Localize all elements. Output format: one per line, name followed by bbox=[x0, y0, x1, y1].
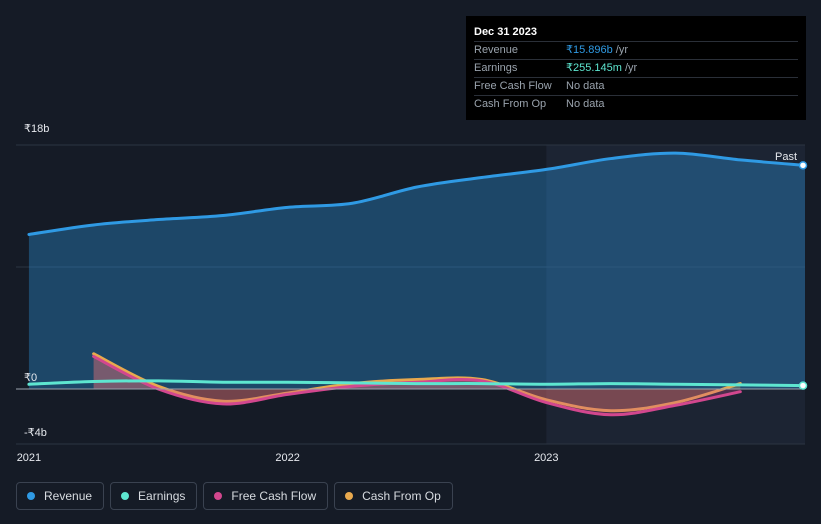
revenue-end-marker bbox=[798, 161, 808, 170]
legend-dot-icon bbox=[214, 492, 223, 500]
legend-dot-icon bbox=[121, 492, 130, 500]
tooltip-number: No data bbox=[566, 80, 605, 92]
tooltip-number: No data bbox=[566, 98, 605, 110]
cash-from-op-line bbox=[92, 352, 742, 413]
legend-dot-icon bbox=[345, 492, 354, 500]
tooltip-number: ₹255.145m bbox=[566, 62, 622, 74]
tooltip-row-earnings: Earnings ₹255.145m/yr bbox=[474, 59, 798, 77]
legend-label: Free Cash Flow bbox=[231, 489, 317, 503]
earnings-end-marker bbox=[798, 381, 808, 390]
legend-item-free-cash-flow[interactable]: Free Cash Flow bbox=[203, 482, 329, 510]
y-tick-label-zero: ₹0 bbox=[24, 372, 37, 384]
end-markers bbox=[798, 161, 808, 390]
earnings-line bbox=[27, 379, 807, 388]
legend-dot-icon bbox=[27, 492, 35, 500]
tooltip-value: No data bbox=[566, 96, 608, 113]
x-tick-label-2021: 2021 bbox=[17, 452, 41, 464]
past-label: Past bbox=[775, 151, 797, 163]
tooltip-row-free-cash-flow: Free Cash Flow No data bbox=[474, 77, 798, 95]
legend-item-revenue[interactable]: Revenue bbox=[16, 482, 105, 510]
legend-item-cash-from-op[interactable]: Cash From Op bbox=[334, 482, 453, 510]
legend-label: Revenue bbox=[44, 489, 93, 503]
legend-label: Earnings bbox=[138, 489, 186, 503]
tooltip-unit: /yr bbox=[624, 62, 638, 74]
tooltip-row-revenue: Revenue ₹15.896b/yr bbox=[474, 41, 798, 59]
revenue-area bbox=[28, 153, 805, 389]
y-tick-label-bottom: -₹4b bbox=[24, 427, 47, 439]
tooltip-label: Revenue bbox=[474, 44, 519, 56]
tooltip-value: No data bbox=[566, 78, 608, 95]
legend-label: Cash From Op bbox=[362, 489, 441, 503]
tooltip-row-cash-from-op: Cash From Op No data bbox=[474, 95, 798, 113]
tooltip-label: Cash From Op bbox=[474, 98, 547, 110]
revenue-line bbox=[27, 151, 807, 236]
tooltip-number: ₹15.896b bbox=[566, 44, 613, 56]
series-layer bbox=[27, 151, 807, 417]
tooltip-label: Earnings bbox=[474, 62, 518, 74]
tooltip-value: ₹15.896b/yr bbox=[566, 42, 628, 59]
x-tick-label-2023: 2023 bbox=[534, 452, 558, 464]
tooltip-unit: /yr bbox=[615, 44, 628, 56]
y-tick-label-top: ₹18b bbox=[24, 123, 49, 135]
x-tick-label-2022: 2022 bbox=[275, 452, 299, 464]
past-highlight-region bbox=[546, 145, 805, 444]
legend-item-earnings[interactable]: Earnings bbox=[110, 482, 198, 510]
tooltip-value: ₹255.145m/yr bbox=[566, 60, 637, 77]
tooltip: Dec 31 2023 Revenue ₹15.896b/yr Earnings… bbox=[466, 16, 806, 120]
tooltip-label: Free Cash Flow bbox=[474, 80, 552, 92]
legend: Revenue Earnings Free Cash Flow Cash Fro… bbox=[16, 482, 453, 510]
tooltip-date: Dec 31 2023 bbox=[474, 26, 537, 38]
